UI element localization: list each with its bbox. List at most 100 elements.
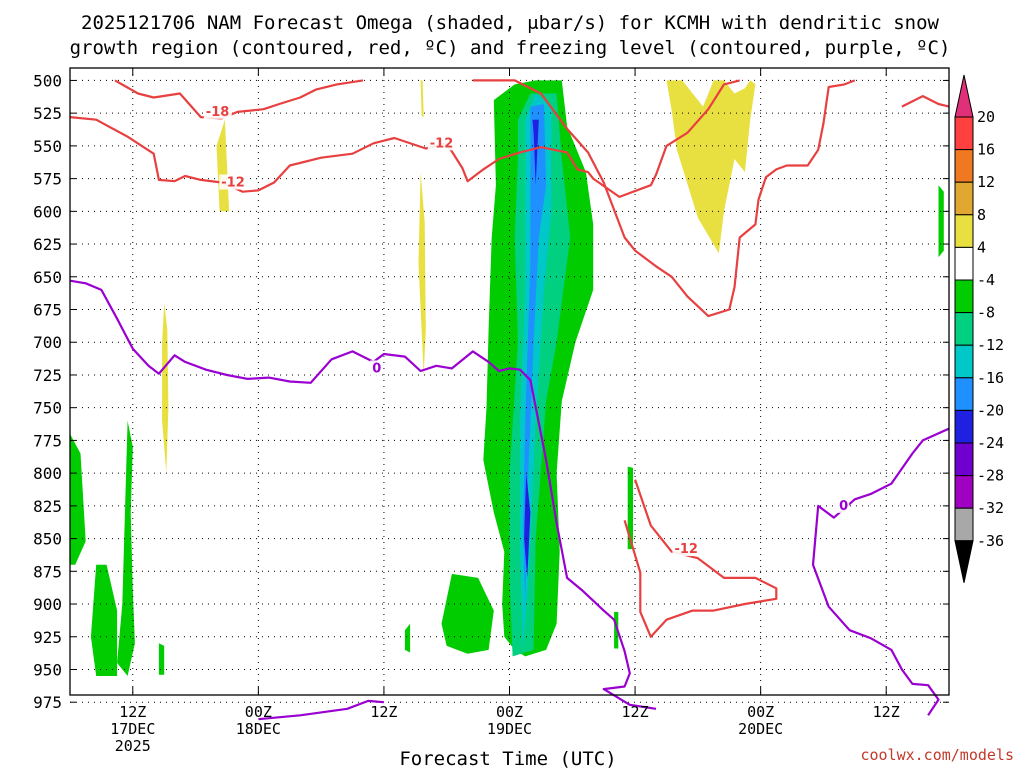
credit-text: coolwx.com/models	[860, 746, 1014, 764]
y-tick-label: 950	[33, 660, 62, 679]
x-tick-label: 12Z	[119, 703, 146, 721]
freezing-level-contour	[811, 427, 950, 716]
omega-shade-region	[404, 623, 411, 653]
y-tick-label: 825	[33, 497, 62, 516]
y-tick-label: 525	[33, 104, 62, 123]
colorbar-label: -20	[977, 401, 1004, 419]
y-tick-label: 625	[33, 235, 62, 254]
colorbar-bin	[954, 149, 974, 183]
colorbar-bin	[954, 214, 974, 248]
omega-shade-region	[158, 643, 165, 675]
colorbar-bin	[954, 312, 974, 346]
contour-label-bg	[427, 135, 456, 151]
dgz-contour	[472, 79, 856, 318]
y-tick-label: 775	[33, 431, 62, 450]
x-tick-label: 19DEC	[487, 720, 532, 738]
omega-shade-region	[666, 80, 756, 254]
y-tick-label: 800	[33, 464, 62, 483]
colorbar-label: -16	[977, 369, 1004, 387]
omega-shade-region	[441, 573, 494, 654]
contour-label-bg	[219, 174, 248, 190]
x-tick-label: 12Z	[873, 703, 900, 721]
x-tick-label: 20DEC	[738, 720, 783, 738]
colorbar-label: 4	[977, 238, 986, 256]
y-tick-label: 850	[33, 530, 62, 549]
contour-label: -12	[221, 176, 245, 191]
omega-shade-region	[70, 433, 86, 565]
colorbar-bottom-arrow	[954, 540, 974, 583]
contour-label: 0	[372, 361, 381, 376]
x-tick-label: 00Z	[245, 703, 272, 721]
omega-shade-region	[117, 420, 135, 676]
contour-label-bg	[370, 360, 383, 376]
omega-shade-region	[90, 564, 118, 676]
x-tick-label: 12Z	[370, 703, 397, 721]
colorbar-label: 8	[977, 206, 986, 224]
dgz-contour	[623, 479, 778, 638]
colorbar-bin	[954, 409, 974, 444]
x-axis-label: Forecast Time (UTC)	[399, 748, 616, 768]
omega-shade-region	[524, 473, 531, 578]
omega-shade-region	[418, 172, 426, 375]
colorbar-label: -12	[977, 336, 1004, 354]
colorbar-label: -8	[977, 304, 995, 322]
colorbar-label: -24	[977, 434, 1004, 452]
omega-shade-region	[216, 119, 230, 212]
y-tick-label: 875	[33, 562, 62, 581]
x-tick-label: 17DEC	[110, 720, 155, 738]
omega-shade-region	[420, 80, 424, 118]
colorbar-bin	[954, 442, 974, 477]
y-tick-label: 700	[33, 333, 62, 352]
y-tick-label: 550	[33, 137, 62, 156]
colorbar-bin	[954, 475, 974, 509]
omega-shade-region	[162, 303, 169, 474]
x-tick-label: 00Z	[496, 703, 523, 721]
contour-label: -12	[430, 136, 454, 151]
y-tick-label: 650	[33, 268, 62, 287]
colorbar-label: -28	[977, 467, 1004, 485]
contour-label-bg	[672, 541, 701, 557]
x-tick-label: 2025	[115, 737, 151, 755]
freezing-level-contour	[258, 699, 384, 721]
colorbar-label: -32	[977, 499, 1004, 517]
colorbar-top-arrow	[954, 74, 974, 118]
contour-label: -18	[206, 105, 230, 120]
omega-shade-region	[627, 466, 633, 550]
omega-shade-region	[532, 119, 539, 186]
colorbar-label: -4	[977, 271, 995, 289]
colorbar-bin	[954, 507, 974, 542]
dgz-contour	[69, 79, 740, 198]
colorbar-label: 12	[977, 173, 995, 191]
dgz-contour	[114, 79, 364, 120]
x-tick-label: 18DEC	[236, 720, 281, 738]
y-tick-label: 500	[33, 71, 62, 90]
dgz-contour	[901, 94, 950, 108]
colorbar-label: 16	[977, 141, 995, 159]
contour-label: 0	[839, 499, 848, 514]
x-tick-label: 12Z	[622, 703, 649, 721]
contour-label-bg	[203, 103, 232, 119]
colorbar-label: -36	[977, 532, 1004, 550]
colorbar-label: 20	[977, 108, 995, 126]
colorbar-bin	[954, 377, 974, 411]
y-tick-label: 975	[33, 693, 62, 712]
omega-shade-region	[938, 185, 944, 258]
y-tick-label: 750	[33, 399, 62, 418]
y-tick-label: 900	[33, 595, 62, 614]
colorbar-bin	[954, 181, 974, 216]
y-tick-label: 575	[33, 170, 62, 189]
chart-title-line-1: 2025121706 NAM Forecast Omega (shaded, μ…	[81, 12, 939, 34]
y-tick-label: 600	[33, 202, 62, 221]
contour-label-bg	[837, 497, 850, 513]
colorbar-bin	[954, 279, 974, 314]
freezing-level-contour	[69, 279, 657, 710]
y-tick-label: 725	[33, 366, 62, 385]
y-tick-label: 675	[33, 301, 62, 320]
x-tick-label: 00Z	[747, 703, 774, 721]
y-tick-label: 925	[33, 628, 62, 647]
colorbar-bin	[954, 116, 974, 151]
contour-label: -12	[674, 542, 698, 557]
colorbar-bin	[954, 246, 974, 281]
chart-title-line-2: growth region (contoured, red, ºC) and f…	[70, 37, 951, 59]
